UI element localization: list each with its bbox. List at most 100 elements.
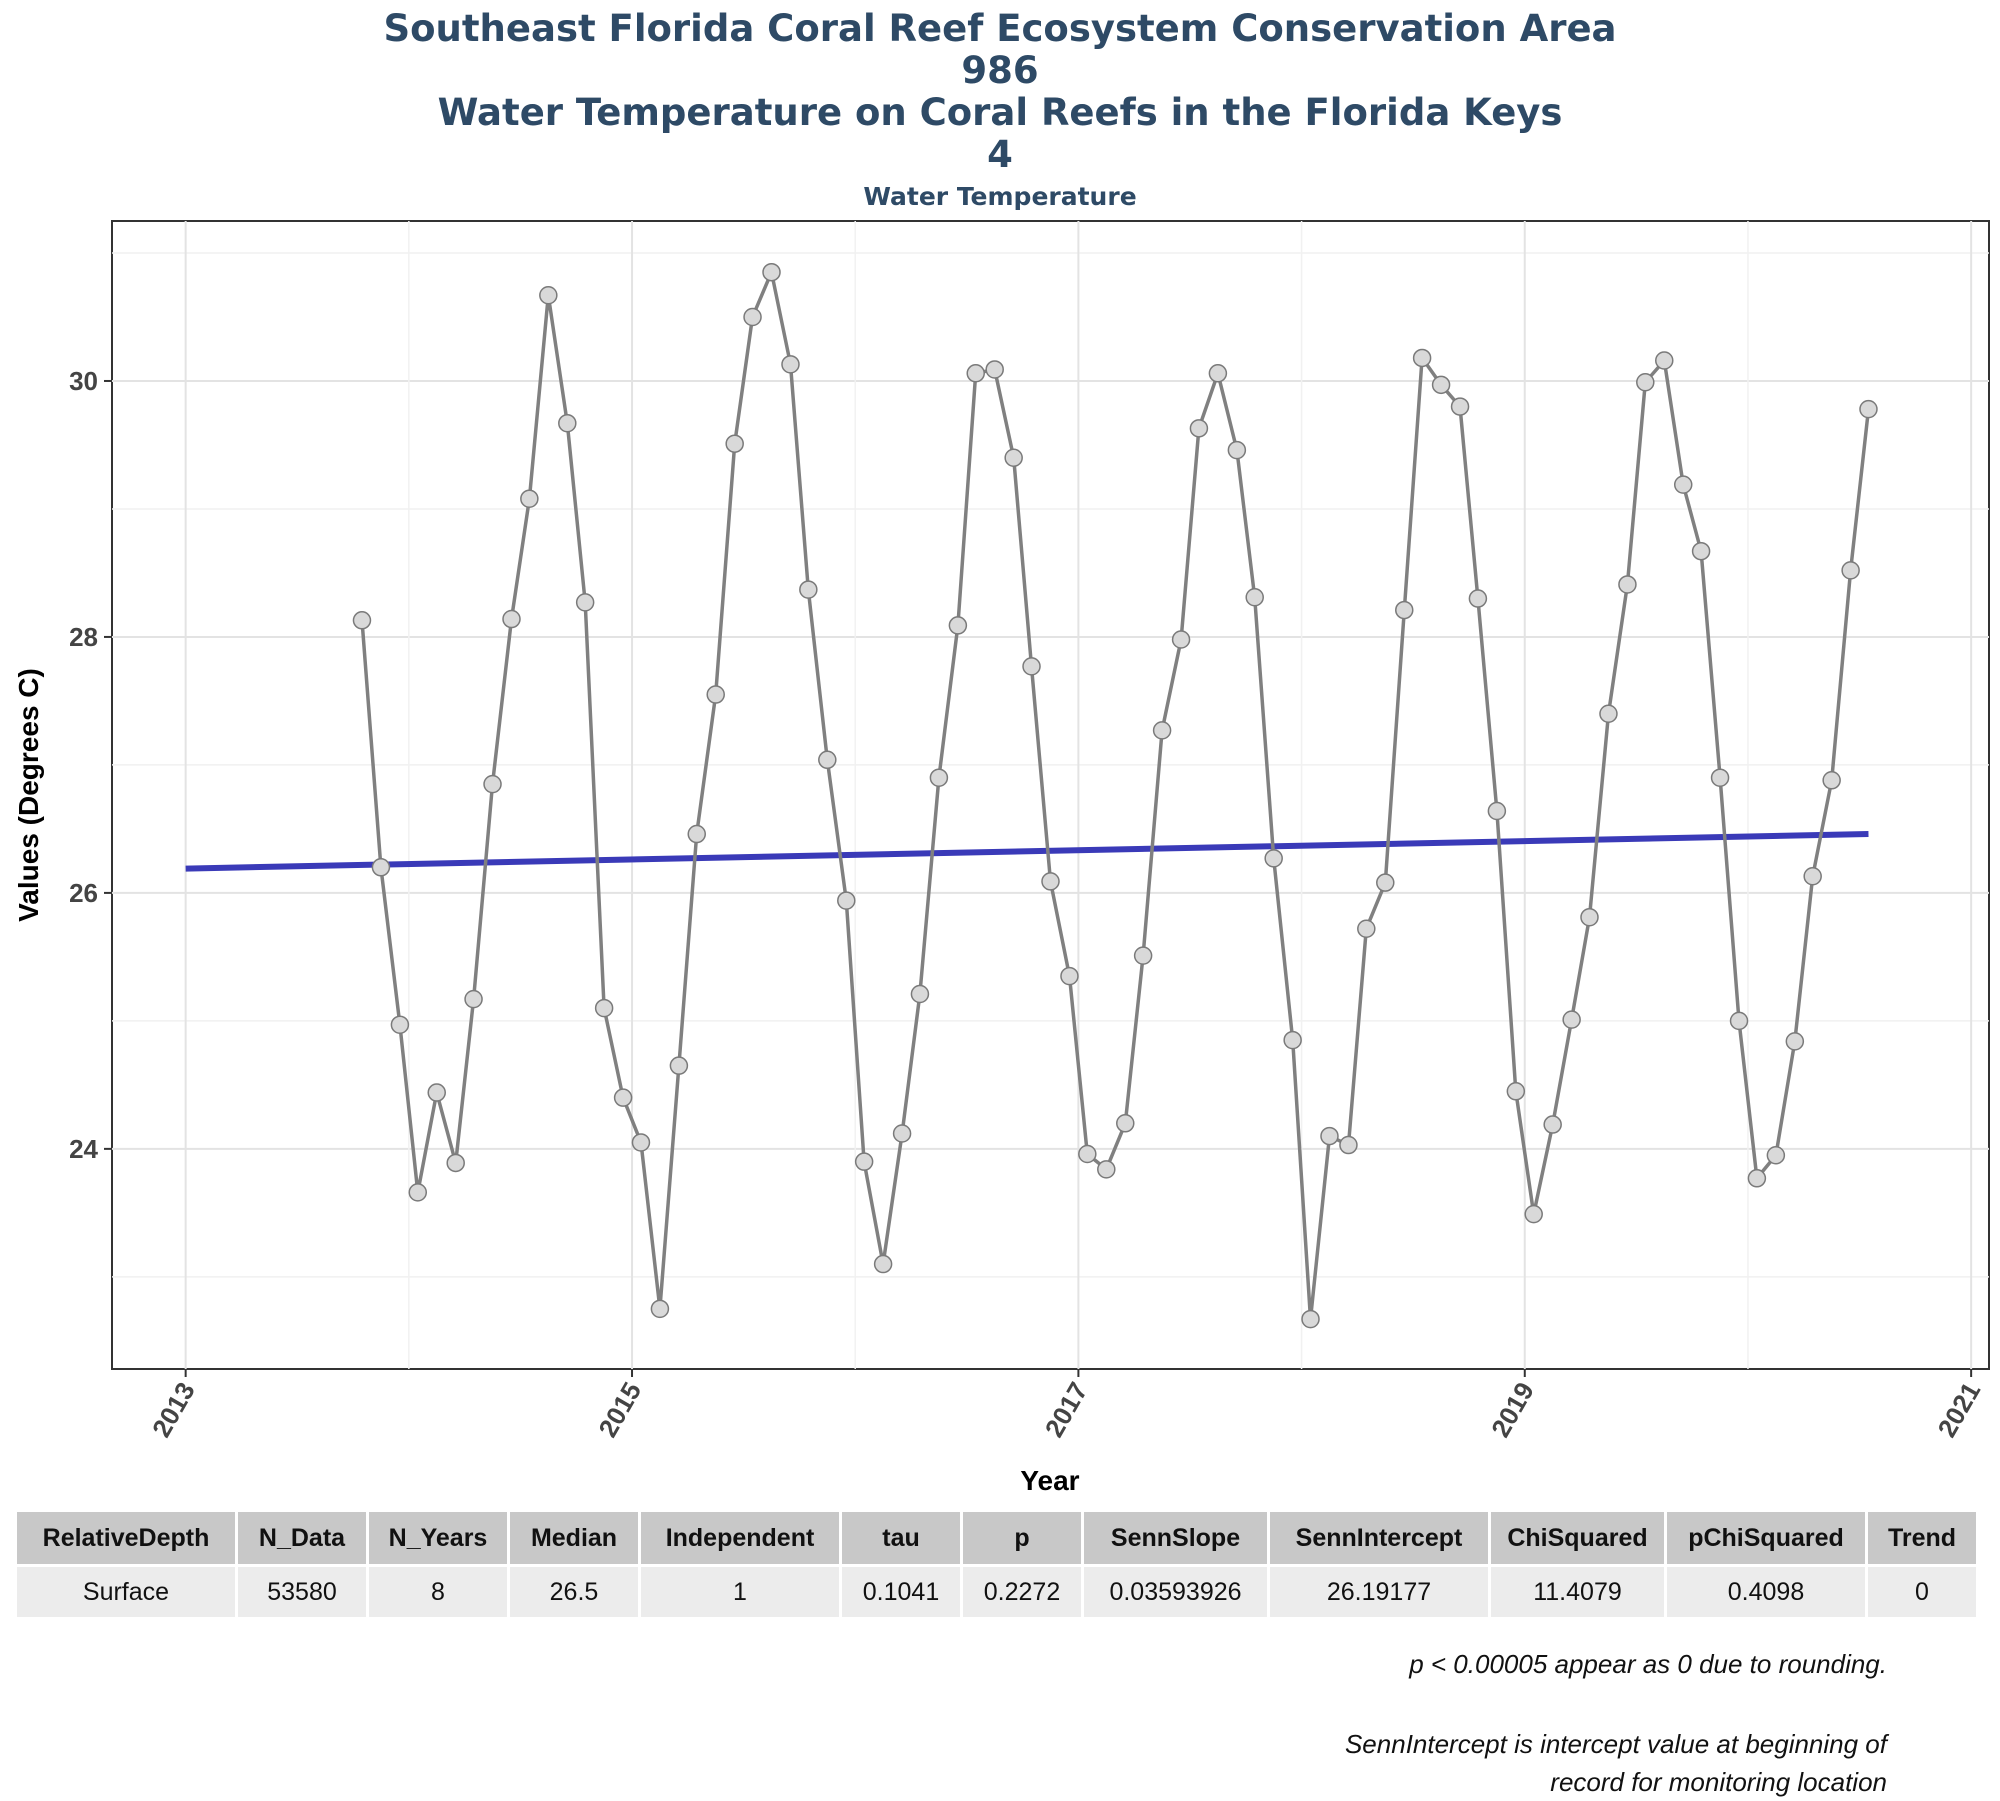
intercept-note: SennIntercept is intercept value at begi… — [1345, 1725, 1887, 1801]
data-point — [613, 1088, 633, 1107]
header-n-years: N_Years — [367, 1512, 510, 1566]
data-point — [1785, 1032, 1805, 1051]
series-line — [360, 270, 1871, 1321]
data-point — [1264, 849, 1283, 868]
data-point — [854, 1152, 874, 1171]
data-point — [1562, 1010, 1581, 1029]
data-point — [1506, 1082, 1526, 1101]
x-tick-label: 2021 — [1931, 1377, 1986, 1442]
cell-tau: 0.1041 — [840, 1564, 963, 1617]
data-point — [1152, 721, 1172, 740]
data-point — [1729, 1011, 1749, 1031]
data-point — [799, 580, 818, 599]
data-point — [706, 685, 725, 704]
table-row: Surface 53580 8 26.5 1 0.1041 0.2272 0.0… — [17, 1564, 1979, 1617]
cell-chisquared: 11.4079 — [1489, 1564, 1667, 1617]
chart-title-line-2: 986 — [961, 49, 1039, 92]
data-point — [1747, 1169, 1767, 1188]
x-axis: 2013 2015 2017 2019 2021 — [146, 1369, 1986, 1442]
data-point — [1004, 448, 1023, 468]
data-point — [725, 434, 744, 453]
data-point — [558, 413, 577, 433]
header-independent: Independent — [639, 1512, 842, 1566]
intercept-note-line-1: SennIntercept is intercept value at begi… — [1344, 1729, 1887, 1759]
data-point — [948, 616, 968, 635]
y-tick-label: 28 — [69, 622, 98, 652]
y-tick-label: 24 — [69, 1134, 98, 1164]
y-axis: 24 26 28 30 — [69, 366, 112, 1164]
data-point — [1133, 946, 1153, 965]
data-point — [1171, 630, 1191, 649]
data-point — [1208, 364, 1228, 383]
y-tick-label: 30 — [69, 366, 98, 396]
x-tick-label: 2013 — [146, 1377, 201, 1442]
cell-independent: 1 — [639, 1564, 842, 1617]
cell-n-data: 53580 — [236, 1564, 369, 1617]
data-point — [427, 1083, 446, 1102]
data-point — [1487, 801, 1507, 821]
data-point — [1766, 1146, 1786, 1165]
header-median: Median — [508, 1512, 641, 1566]
data-point — [687, 824, 706, 844]
data-point — [1841, 561, 1860, 580]
header-p: p — [961, 1512, 1084, 1566]
data-point — [390, 1015, 410, 1034]
chart-title-block: Southeast Florida Coral Reef Ecosystem C… — [0, 8, 2000, 212]
data-point — [1022, 657, 1041, 676]
data-point — [1376, 873, 1395, 892]
cell-relativedepth: Surface — [17, 1564, 238, 1617]
header-tau: tau — [840, 1512, 963, 1566]
stats-table: RelativeDepth N_Data N_Years Median Inde… — [17, 1512, 1979, 1617]
data-point — [837, 891, 856, 910]
data-point — [1339, 1135, 1358, 1155]
data-point — [1803, 867, 1822, 886]
stats-header-row: RelativeDepth N_Data N_Years Median Inde… — [17, 1512, 1979, 1566]
data-point — [1450, 397, 1470, 416]
data-point — [1116, 1114, 1135, 1133]
data-point — [818, 750, 837, 770]
data-point — [1301, 1309, 1320, 1329]
x-axis-label: Year — [1020, 1465, 1079, 1496]
data-point — [1395, 600, 1414, 620]
data-point — [1412, 348, 1432, 368]
cell-sennintercept: 26.19177 — [1268, 1564, 1491, 1617]
header-pchisquared: pChiSquared — [1665, 1512, 1868, 1566]
data-point — [408, 1183, 428, 1202]
data-point — [1543, 1115, 1562, 1134]
trend-line — [185, 831, 1869, 872]
y-axis-label: Values (Degrees C) — [13, 668, 44, 922]
data-point — [1524, 1204, 1543, 1224]
data-point — [1636, 373, 1655, 392]
data-point — [1691, 541, 1711, 561]
chart-title-line-1: Southeast Florida Coral Reef Ecosystem C… — [383, 7, 1617, 50]
line-chart: 2013 2015 2017 2019 2021 24 26 28 30 Year Value… — [13, 220, 1990, 1496]
cell-sennslope: 0.03593926 — [1082, 1564, 1270, 1617]
data-point — [1822, 771, 1841, 790]
data-point — [520, 489, 539, 508]
header-n-data: N_Data — [236, 1512, 369, 1566]
intercept-note-line-2: record for monitoring location — [1550, 1767, 1887, 1797]
data-point — [1189, 419, 1209, 438]
data-point — [1078, 1144, 1097, 1164]
chart-title-line-3: Water Temperature on Coral Reefs in the … — [437, 91, 1563, 134]
data-point — [594, 998, 614, 1018]
header-sennslope: SennSlope — [1082, 1512, 1270, 1566]
data-point — [1468, 589, 1488, 608]
data-point — [1673, 475, 1693, 494]
data-point — [781, 355, 800, 374]
data-point — [1097, 1160, 1116, 1179]
data-point — [631, 1133, 651, 1152]
data-point — [539, 285, 558, 305]
data-point — [1357, 919, 1376, 938]
chart-title-line-4: 4 — [987, 133, 1013, 176]
data-point — [446, 1153, 465, 1173]
header-trend: Trend — [1866, 1512, 1979, 1566]
cell-p: 0.2272 — [961, 1564, 1084, 1617]
data-point — [650, 1299, 670, 1319]
trend-layer — [185, 831, 1869, 872]
chart-subtitle: Water Temperature — [863, 182, 1137, 211]
data-point — [1227, 440, 1247, 460]
cell-pchisquared: 0.4098 — [1665, 1564, 1868, 1617]
data-point — [910, 984, 930, 1004]
data-point — [966, 364, 985, 383]
